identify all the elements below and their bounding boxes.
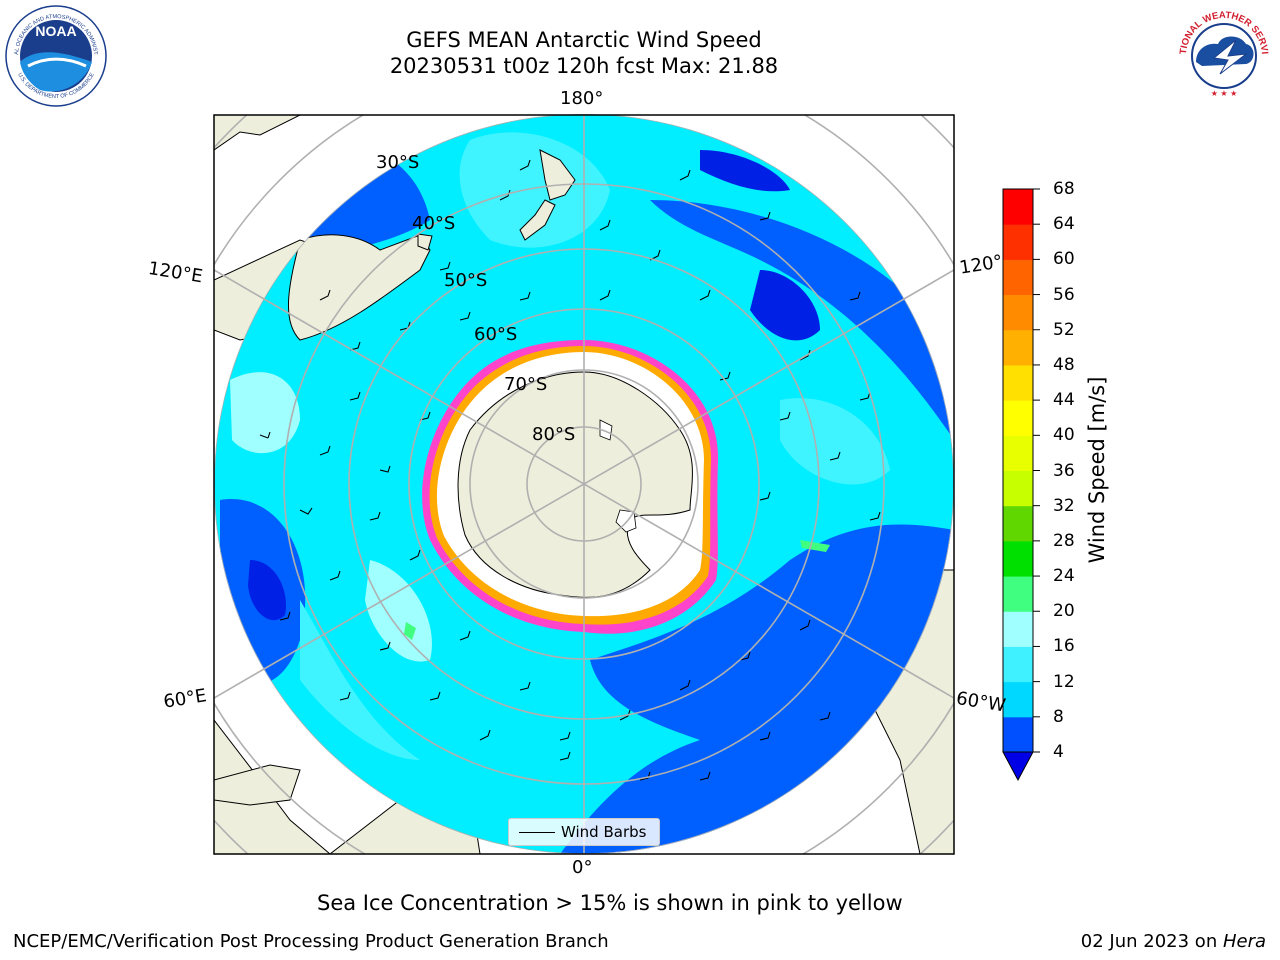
- colorbar-swatch: [1003, 224, 1033, 260]
- colorbar-tick-label: 16: [1053, 636, 1075, 657]
- colorbar-tick-label: 20: [1053, 601, 1075, 622]
- map-frame: [213, 114, 955, 855]
- legend-label: Wind Barbs: [561, 823, 647, 841]
- map-legend: Wind Barbs: [508, 818, 660, 846]
- nws-logo: ★ ★ ★ NATIONAL WEATHER SERVICE: [0, 0, 1270, 102]
- colorbar-swatch: [1003, 470, 1033, 507]
- footer-date-text: 02 Jun 2023 on: [1080, 931, 1223, 952]
- footer-date: 02 Jun 2023 on Hera: [1081, 931, 1266, 952]
- footer-host: Hera: [1222, 931, 1266, 952]
- colorbar-swatch: [1003, 435, 1033, 471]
- colorbar-tick-label: 68: [1053, 179, 1075, 199]
- colorbar-tick-label: 52: [1053, 319, 1075, 340]
- colorbar-tick-label: 12: [1053, 671, 1075, 692]
- colorbar-tick-label: 48: [1053, 354, 1075, 375]
- colorbar-swatch: [1003, 505, 1033, 542]
- colorbar-swatch: [1003, 646, 1033, 683]
- map-title: GEFS MEAN Antarctic Wind Speed: [406, 28, 762, 52]
- colorbar-swatch: [1003, 400, 1033, 436]
- lat-label-50s: 50°S: [444, 270, 488, 291]
- colorbar-swatch: [1003, 364, 1033, 401]
- colorbar-tick-label: 36: [1053, 460, 1075, 481]
- colorbar-tick-label: 32: [1053, 495, 1075, 516]
- colorbar-tick-label: 28: [1053, 530, 1075, 551]
- lat-label-40s: 40°S: [412, 213, 456, 234]
- lon-label-180: 180°: [560, 88, 604, 109]
- colorbar-swatch: [1003, 540, 1033, 577]
- colorbar-swatch: [1003, 294, 1033, 331]
- sea-ice-caption: Sea Ice Concentration > 15% is shown in …: [317, 891, 903, 915]
- nws-ring-text: NATIONAL WEATHER SERVICE: [0, 0, 1270, 55]
- noaa-logo-text: NOAA: [35, 23, 76, 39]
- colorbar-tick-label: 60: [1053, 249, 1075, 270]
- colorbar-swatch: [1003, 329, 1033, 366]
- colorbar-swatch: [1003, 716, 1033, 753]
- colorbar-tick-label: 44: [1053, 390, 1075, 411]
- wind-speed-field: [214, 114, 954, 854]
- noaa-logo: NOAA NATIONAL OCEANIC AND ATMOSPHERIC AD…: [0, 0, 107, 107]
- lat-label-30s: 30°S: [376, 152, 420, 173]
- svg-text:★ ★ ★: ★ ★ ★: [1211, 89, 1238, 98]
- wind-barb-legend-line: [519, 832, 555, 833]
- footer-org: NCEP/EMC/Verification Post Processing Pr…: [13, 931, 609, 952]
- colorbar-tick-label: 4: [1053, 742, 1064, 762]
- colorbar-tick-label: 24: [1053, 566, 1075, 587]
- svg-text:NATIONAL WEATHER SERVICE: NATIONAL WEATHER SERVICE: [0, 0, 1270, 55]
- lat-label-80s: 80°S: [532, 424, 576, 445]
- colorbar-swatch: [1003, 611, 1033, 647]
- colorbar-swatch: [1003, 259, 1033, 296]
- colorbar-tick-label: 56: [1053, 284, 1075, 305]
- colorbar-tick-label: 64: [1053, 214, 1075, 235]
- colorbar: [1002, 188, 1040, 782]
- lon-label-0: 0°: [572, 857, 593, 878]
- colorbar-tick-label: 8: [1053, 706, 1064, 727]
- colorbar-tick-label: 40: [1053, 425, 1075, 446]
- lat-label-70s: 70°S: [504, 374, 548, 395]
- colorbar-swatch: [1003, 576, 1033, 612]
- colorbar-swatch: [1003, 681, 1033, 718]
- wind-barbs: [259, 159, 881, 781]
- colorbar-swatch: [1003, 189, 1033, 225]
- graticule: [214, 114, 954, 854]
- lat-label-60s: 60°S: [474, 324, 518, 345]
- colorbar-label: Wind Speed [m/s]: [1085, 376, 1109, 564]
- map-subtitle: 20230531 t00z 120h fcst Max: 21.88: [389, 54, 779, 78]
